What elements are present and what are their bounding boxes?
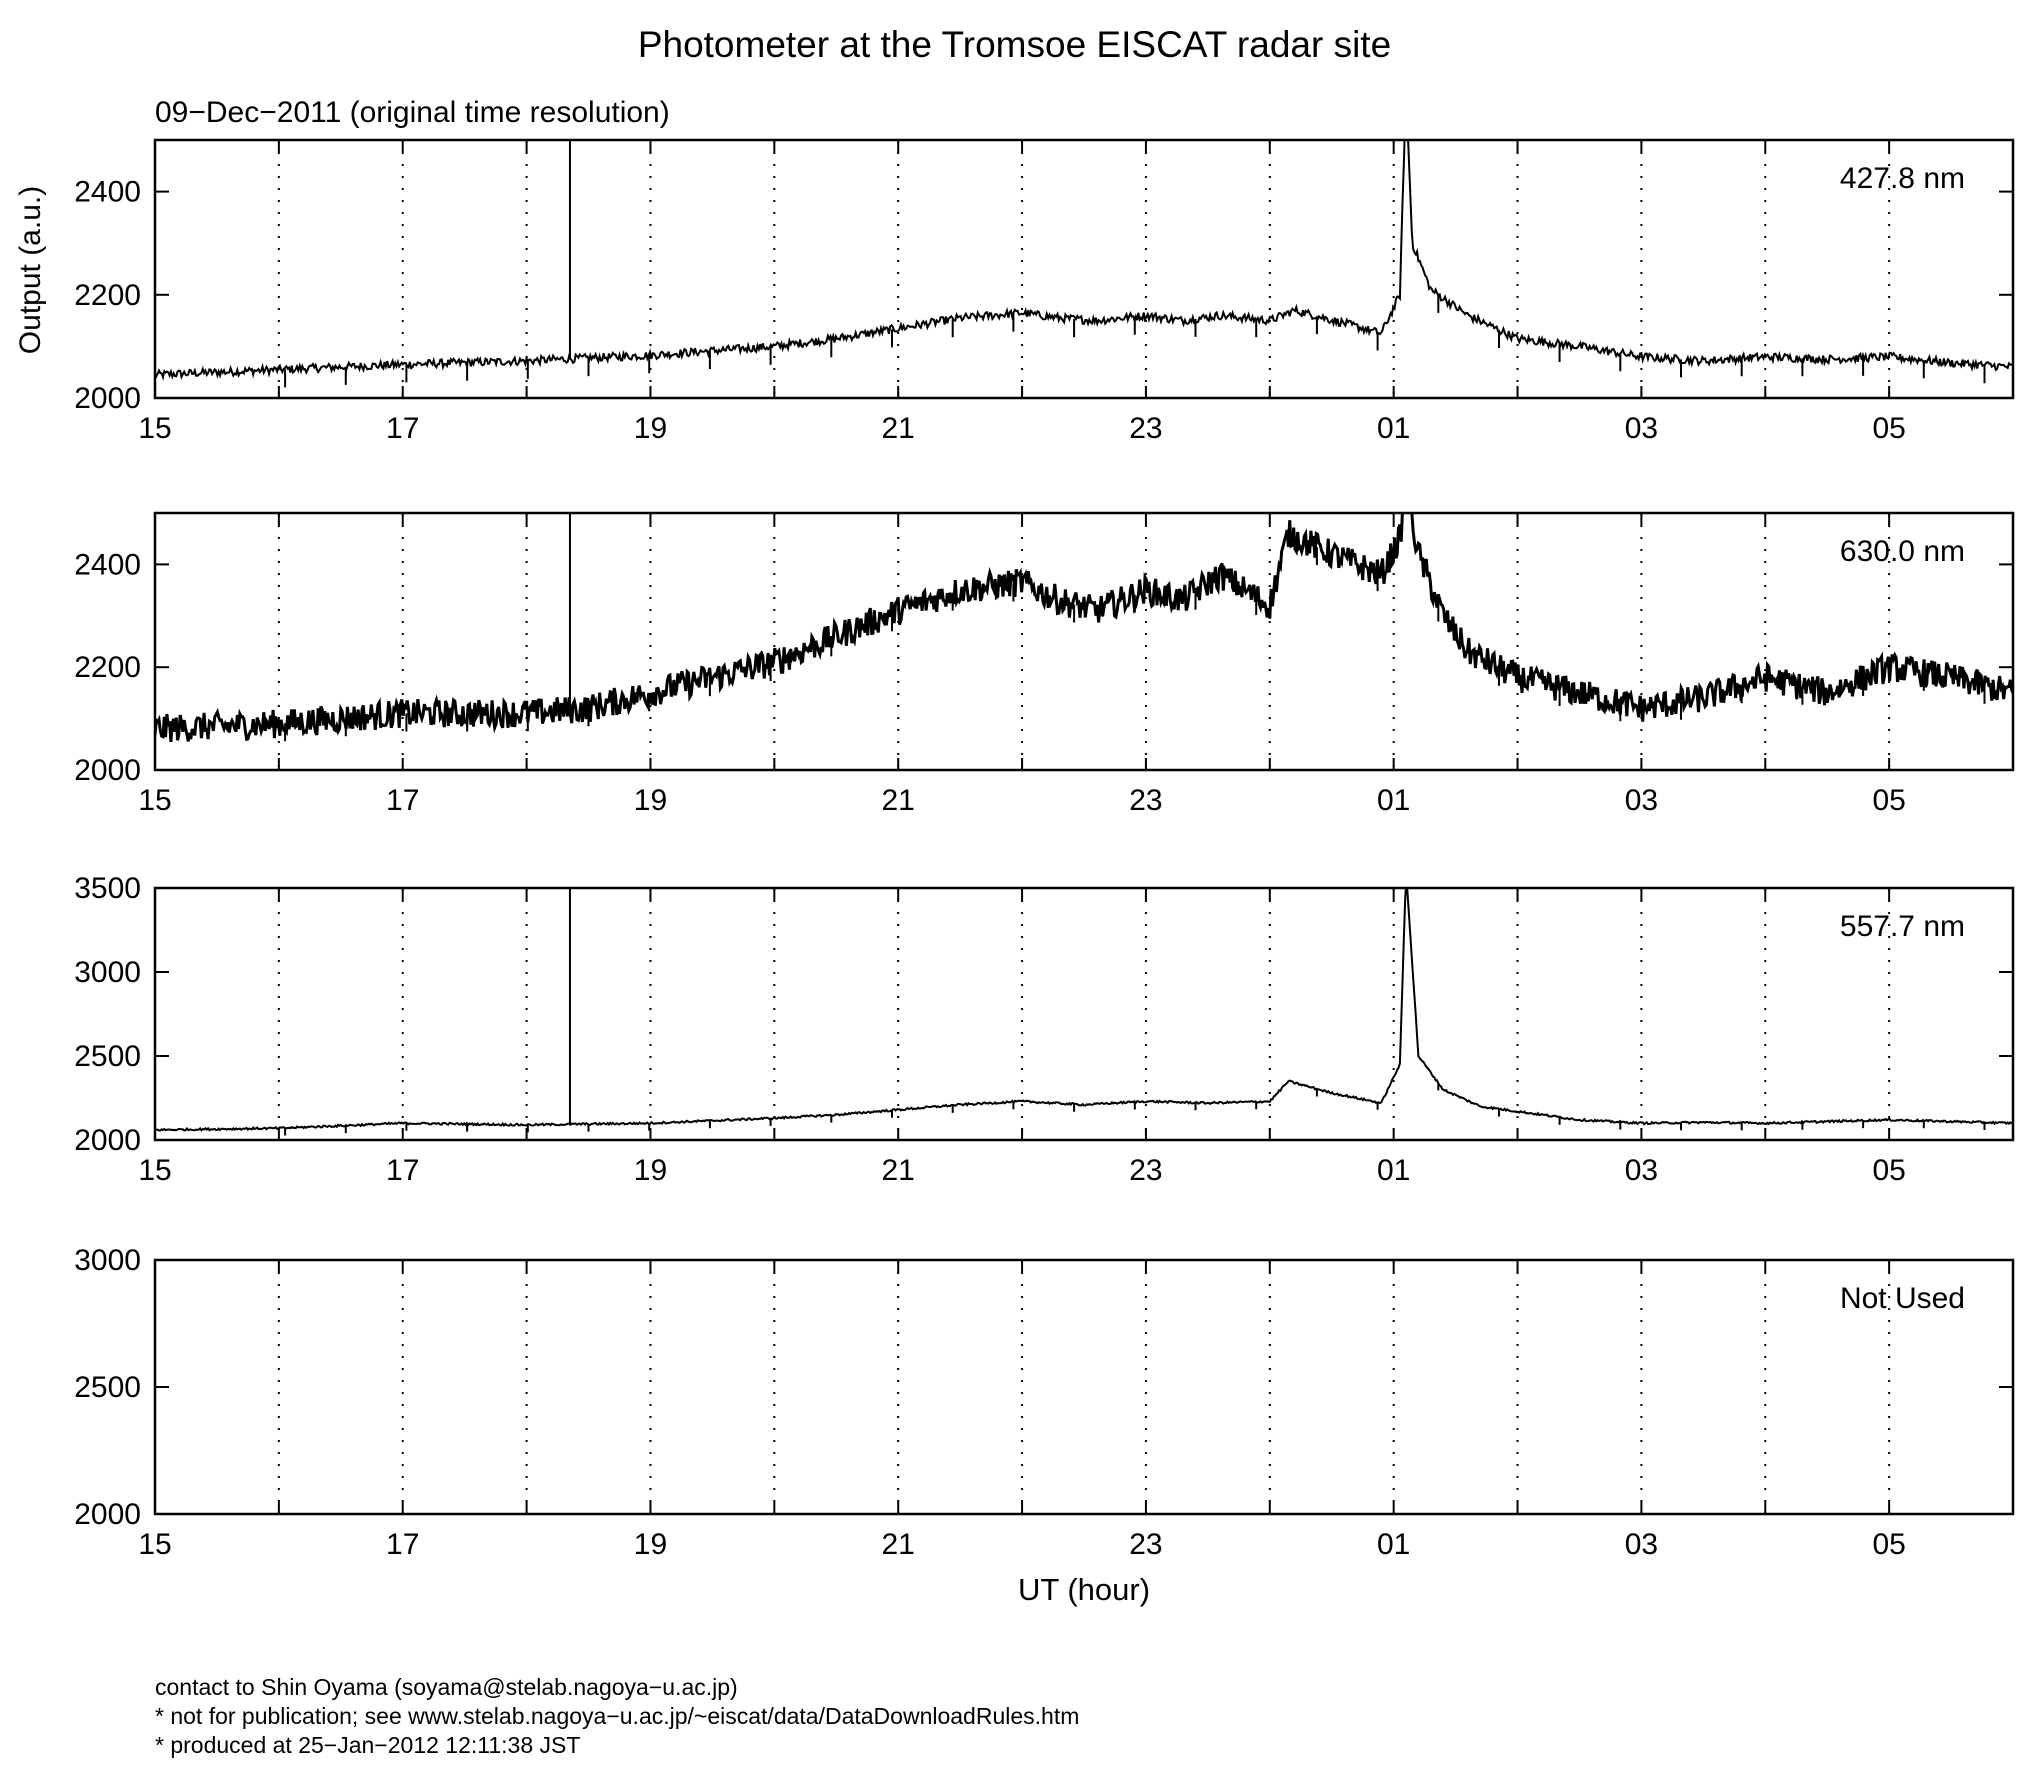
x-tick-label: 01 — [1377, 1154, 1410, 1187]
x-tick-label: 19 — [634, 784, 667, 817]
x-tick-label: 01 — [1377, 1528, 1410, 1561]
x-tick-label: 03 — [1625, 784, 1658, 817]
x-tick-label: 23 — [1129, 1154, 1162, 1187]
x-tick-label: 03 — [1625, 1154, 1658, 1187]
y-axis-label: Output (a.u.) — [14, 186, 47, 354]
x-tick-label: 21 — [882, 784, 915, 817]
x-tick-label: 15 — [138, 1154, 171, 1187]
x-tick-label: 03 — [1625, 412, 1658, 445]
y-tick-label: 2000 — [74, 754, 141, 787]
x-tick-label: 15 — [138, 1528, 171, 1561]
footer-contact: contact to Shin Oyama (soyama@stelab.nag… — [155, 1674, 738, 1700]
x-tick-label: 23 — [1129, 784, 1162, 817]
x-tick-label: 23 — [1129, 1528, 1162, 1561]
y-tick-label: 2200 — [74, 279, 141, 312]
y-tick-label: 2400 — [74, 548, 141, 581]
y-tick-label: 2000 — [74, 382, 141, 415]
y-tick-label: 2500 — [74, 1040, 141, 1073]
y-tick-label: 2200 — [74, 651, 141, 684]
x-tick-label: 21 — [882, 1528, 915, 1561]
panel-frame — [153, 511, 2015, 772]
x-tick-label: 23 — [1129, 412, 1162, 445]
x-tick-label: 01 — [1377, 412, 1410, 445]
panel-label: 557.7 nm — [1840, 910, 1965, 943]
footer-produced: * produced at 25−Jan−2012 12:11:38 JST — [155, 1732, 581, 1758]
series-line — [155, 513, 2013, 743]
series-dropouts — [284, 547, 1986, 742]
y-tick-label: 3000 — [74, 956, 141, 989]
x-tick-label: 17 — [386, 1528, 419, 1561]
x-tick-label: 19 — [634, 412, 667, 445]
panel-frame — [153, 886, 2015, 1142]
panel-frame — [153, 138, 2015, 400]
y-tick-label: 2500 — [74, 1371, 141, 1404]
y-tick-label: 2400 — [74, 176, 141, 209]
x-tick-label: 15 — [138, 784, 171, 817]
chart-subtitle: 09−Dec−2011 (original time resolution) — [155, 96, 670, 129]
y-tick-label: 2000 — [74, 1124, 141, 1157]
x-tick-label: 05 — [1872, 1528, 1905, 1561]
x-tick-label: 03 — [1625, 1528, 1658, 1561]
x-tick-label: 01 — [1377, 784, 1410, 817]
y-tick-label: 3500 — [74, 872, 141, 905]
series-dropouts — [284, 1082, 1986, 1136]
series-line — [155, 140, 2013, 381]
panel-label: Not Used — [1840, 1282, 1965, 1315]
y-tick-label: 2000 — [74, 1498, 141, 1531]
series-dropouts — [284, 294, 1986, 388]
x-tick-label: 05 — [1872, 784, 1905, 817]
x-tick-label: 21 — [882, 1154, 915, 1187]
photometer-plots: 15 17 19 21 23 01 03 05 2000 2200 2400 427.8 nm 15 17… — [14, 138, 2015, 1607]
panel-label: 630.0 nm — [1840, 535, 1965, 568]
y-tick-label: 3000 — [74, 1244, 141, 1277]
series-line — [155, 888, 2013, 1132]
x-tick-label: 05 — [1872, 1154, 1905, 1187]
chart-title: Photometer at the Tromsoe EISCAT radar s… — [637, 24, 1392, 65]
x-axis-label: UT (hour) — [1018, 1572, 1150, 1607]
x-tick-label: 17 — [386, 784, 419, 817]
x-tick-label: 15 — [138, 412, 171, 445]
x-tick-label: 05 — [1872, 412, 1905, 445]
x-tick-label: 19 — [634, 1154, 667, 1187]
footer-notice: * not for publication; see www.stelab.na… — [155, 1703, 1080, 1729]
x-tick-label: 19 — [634, 1528, 667, 1561]
panel-label: 427.8 nm — [1840, 162, 1965, 195]
x-tick-label: 17 — [386, 412, 419, 445]
x-tick-label: 17 — [386, 1154, 419, 1187]
panel-frame — [153, 1258, 2015, 1516]
x-tick-label: 21 — [882, 412, 915, 445]
